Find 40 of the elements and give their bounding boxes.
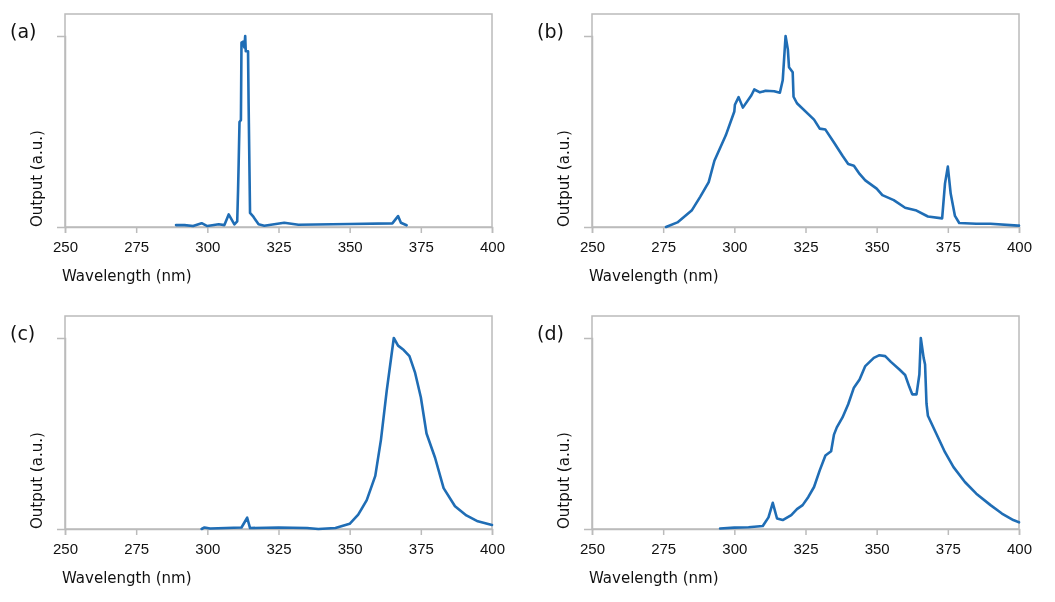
x-tick-label: 325 [266, 539, 292, 557]
x-tick-label: 275 [651, 237, 677, 255]
x-tick-label: 300 [722, 539, 748, 557]
x-axis-title: Wavelength (nm) [589, 569, 719, 587]
x-tick-label: 400 [479, 237, 506, 255]
x-tick-label: 350 [864, 539, 890, 557]
x-tick-label: 275 [124, 539, 150, 557]
x-axis-title: Wavelength (nm) [589, 267, 719, 285]
y-axis-title: Output (a.u.) [28, 432, 46, 529]
x-tick-label: 275 [124, 237, 150, 255]
x-tick-label: 250 [579, 237, 606, 255]
x-tick-label: 375 [408, 237, 434, 255]
x-tick-label: 375 [935, 539, 961, 557]
x-tick-label: 300 [195, 539, 221, 557]
x-tick-label: 400 [479, 539, 506, 557]
x-tick-label: 375 [935, 237, 961, 255]
x-tick-label: 350 [337, 237, 363, 255]
chart-title: (c) [10, 322, 36, 344]
x-tick-label: 400 [1006, 237, 1033, 255]
x-tick-label: 250 [579, 539, 606, 557]
x-tick-label: 250 [52, 237, 79, 255]
x-tick-label: 275 [651, 539, 677, 557]
x-axis-title: Wavelength (nm) [62, 267, 192, 285]
y-axis-title: Output (a.u.) [555, 432, 573, 529]
chart-title: (b) [537, 20, 564, 42]
x-tick-label: 375 [408, 539, 434, 557]
x-tick-label: 325 [793, 237, 819, 255]
x-tick-label: 350 [864, 237, 890, 255]
x-tick-label: 325 [793, 539, 819, 557]
x-tick-label: 400 [1006, 539, 1033, 557]
x-tick-label: 300 [195, 237, 221, 255]
chart-title: (d) [537, 322, 564, 344]
y-axis-title: Output (a.u.) [555, 130, 573, 227]
x-axis-title: Wavelength (nm) [62, 569, 192, 587]
x-tick-label: 325 [266, 237, 292, 255]
x-tick-label: 350 [337, 539, 363, 557]
x-tick-label: 250 [52, 539, 79, 557]
y-axis-title: Output (a.u.) [28, 130, 46, 227]
x-tick-label: 300 [722, 237, 748, 255]
chart-title: (a) [10, 20, 37, 42]
